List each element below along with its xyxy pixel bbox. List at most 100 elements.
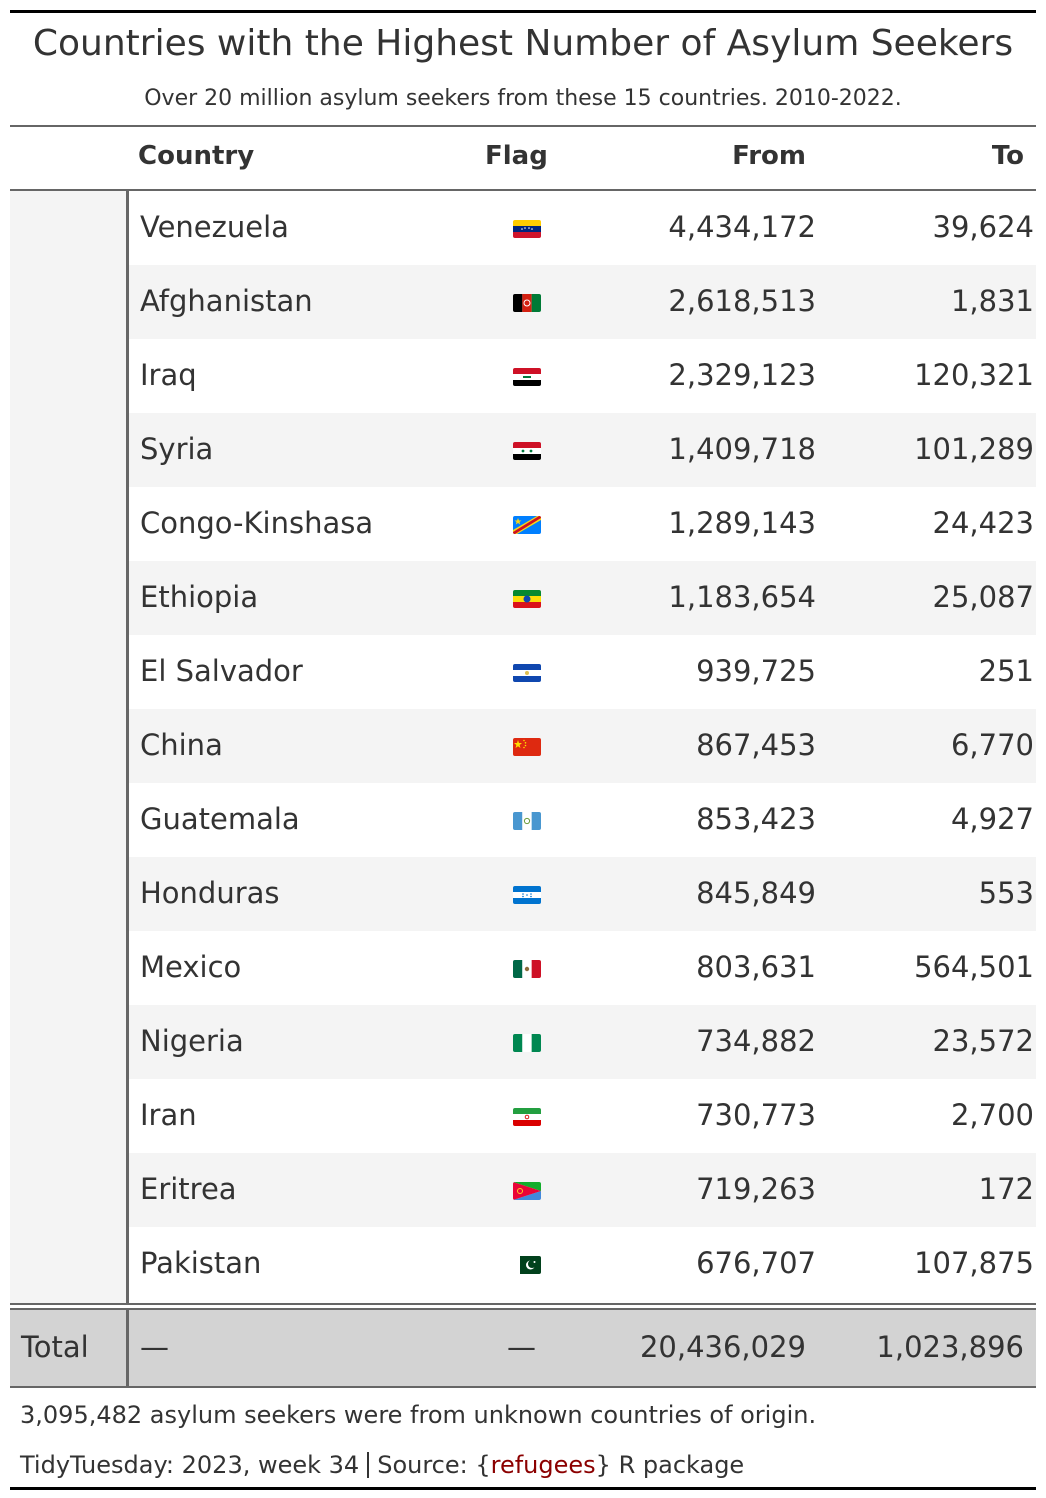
cell-to: 564,501 [914,950,1034,984]
column-header-flag: Flag [485,141,548,171]
table-row: Syria 1,409,718 101,289 [129,413,1036,487]
cell-from: 2,329,123 [668,358,816,392]
page-subtitle: Over 20 million asylum seekers from thes… [144,86,902,111]
cell-country: Guatemala [140,802,300,836]
cell-country: Mexico [140,950,242,984]
cell-country: Afghanistan [140,284,313,318]
package-link[interactable]: refugees [490,1451,596,1479]
flag-afghanistan-icon [513,294,541,312]
table-row: Eritrea 719,263 172 [129,1153,1036,1227]
cell-to: 101,289 [914,432,1034,466]
header-top-rule [10,125,1036,127]
flag-mexico-icon [513,960,541,978]
cell-country: Syria [140,432,214,466]
cell-country: Eritrea [140,1172,237,1206]
total-country: — [140,1330,169,1364]
source-label: Source: { [377,1451,491,1479]
cell-from: 1,289,143 [668,506,816,540]
source-prefix: TidyTuesday: 2023, week 34 [20,1451,360,1479]
flag-honduras-icon [513,886,541,904]
cell-from: 730,773 [696,1098,816,1132]
header-bottom-rule [10,189,1036,191]
cell-country: Pakistan [140,1246,262,1280]
page-title: Countries with the Highest Number of Asy… [32,23,1014,64]
cell-to: 23,572 [932,1024,1034,1058]
table-row: Congo-Kinshasa 1,289,143 24,423 [129,487,1036,561]
flag-iran-icon [513,1108,541,1126]
cell-country: Iran [140,1098,197,1132]
total-bottom-rule [10,1386,1036,1388]
cell-from: 734,882 [696,1024,816,1058]
table-row: El Salvador 939,725 251 [129,635,1036,709]
source-suffix: } R package [595,1451,745,1479]
table-row: Afghanistan 2,618,513 1,831 [129,265,1036,339]
cell-country: Venezuela [140,210,289,244]
column-header-country: Country [138,141,255,171]
flag-congo-kinshasa-icon [513,516,541,534]
table-row: Guatemala 853,423 4,927 [129,783,1036,857]
cell-from: 803,631 [696,950,816,984]
cell-country: China [140,728,223,762]
cell-to: 24,423 [932,506,1034,540]
total-separator [10,1303,1036,1310]
source-note: TidyTuesday: 2023, week 34 Source: {refug… [20,1451,744,1479]
column-header-to: To [991,141,1024,171]
cell-from: 719,263 [696,1172,816,1206]
cell-country: Honduras [140,876,280,910]
table-header: Country Flag From To [10,127,1036,189]
cell-country: Nigeria [140,1024,244,1058]
total-stub-divider [126,1310,129,1386]
cell-to: 107,875 [914,1246,1034,1280]
cell-from: 939,725 [696,654,816,688]
cell-to: 553 [978,876,1034,910]
cell-from: 4,434,172 [668,210,816,244]
table-row: Nigeria 734,882 23,572 [129,1005,1036,1079]
total-from: 20,436,029 [639,1330,806,1364]
flag-china-icon [513,738,541,756]
cell-country: Iraq [140,358,197,392]
cell-to: 6,770 [950,728,1034,762]
cell-from: 676,707 [696,1246,816,1280]
cell-country: Ethiopia [140,580,259,614]
cell-from: 1,183,654 [668,580,816,614]
cell-country: El Salvador [140,654,303,688]
table-row: Ethiopia 1,183,654 25,087 [129,561,1036,635]
flag-syria-icon [513,442,541,460]
cell-to: 25,087 [932,580,1034,614]
table-row: Honduras 845,849 553 [129,857,1036,931]
table-row: Pakistan 676,707 107,875 [129,1227,1036,1301]
cell-to: 4,927 [950,802,1034,836]
cell-from: 845,849 [696,876,816,910]
cell-to: 1,831 [950,284,1034,318]
flag-guatemala-icon [513,812,541,830]
table-row: Mexico 803,631 564,501 [129,931,1036,1005]
flag-eritrea-icon [513,1182,541,1200]
table-row: China 867,453 6,770 [129,709,1036,783]
flag-el-salvador-icon [513,664,541,682]
table-body: Venezuela 4,434,172 39,624 Afghanistan 2… [129,191,1036,1301]
source-divider [367,1452,370,1478]
footnote: 3,095,482 asylum seekers were from unkno… [20,1401,817,1429]
column-header-from: From [732,141,806,171]
cell-to: 2,700 [950,1098,1034,1132]
table-frame: Countries with the Highest Number of Asy… [10,10,1036,1490]
flag-ethiopia-icon [513,590,541,608]
cell-from: 867,453 [696,728,816,762]
flag-nigeria-icon [513,1034,541,1052]
cell-from: 2,618,513 [668,284,816,318]
flag-venezuela-icon [513,220,541,238]
cell-country: Congo-Kinshasa [140,506,374,540]
total-row: Total — — 20,436,029 1,023,896 [10,1310,1036,1386]
cell-from: 1,409,718 [668,432,816,466]
cell-to: 172 [978,1172,1034,1206]
total-to: 1,023,896 [876,1330,1024,1364]
total-label: Total [21,1330,89,1364]
flag-iraq-icon [513,368,541,386]
table-row: Iran 730,773 2,700 [129,1079,1036,1153]
cell-from: 853,423 [696,802,816,836]
table-row: Iraq 2,329,123 120,321 [129,339,1036,413]
total-flag: — [507,1330,536,1364]
flag-pakistan-icon [513,1256,541,1274]
stub-divider [126,191,129,1303]
cell-to: 120,321 [914,358,1034,392]
